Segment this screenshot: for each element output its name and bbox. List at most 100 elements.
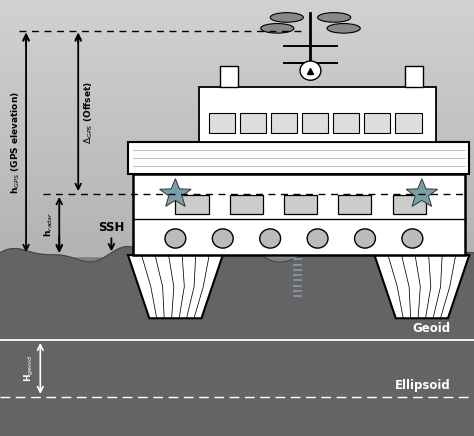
Bar: [0, 154, 474, 156]
Bar: [0, 433, 474, 435]
FancyBboxPatch shape: [220, 66, 238, 87]
Bar: [0, 266, 474, 267]
Bar: [0, 36, 474, 38]
Bar: [0, 237, 474, 238]
Bar: [0, 336, 474, 337]
Bar: [0, 427, 474, 429]
Bar: [0, 16, 474, 17]
Bar: [0, 145, 474, 147]
Bar: [0, 286, 474, 288]
Bar: [0, 73, 474, 74]
Bar: [0, 285, 474, 286]
Bar: [0, 321, 474, 323]
Bar: [0, 219, 474, 221]
Bar: [0, 234, 474, 235]
Ellipse shape: [318, 13, 351, 22]
Bar: [0, 343, 474, 344]
Bar: [0, 132, 474, 134]
Bar: [0, 19, 474, 20]
Bar: [0, 89, 474, 90]
Bar: [0, 376, 474, 378]
Bar: [0, 305, 474, 307]
Bar: [0, 262, 474, 263]
Circle shape: [307, 229, 328, 248]
Polygon shape: [160, 179, 191, 206]
Bar: [0, 387, 474, 388]
Bar: [0, 382, 474, 384]
Text: Geoid: Geoid: [412, 322, 450, 335]
Bar: [0, 347, 474, 349]
Bar: [0, 257, 474, 259]
Bar: [0, 32, 474, 34]
Bar: [0, 280, 474, 282]
Bar: [0, 14, 474, 16]
Bar: [0, 222, 474, 224]
Bar: [0, 221, 474, 222]
Bar: [0, 112, 474, 113]
Bar: [0, 184, 474, 186]
FancyBboxPatch shape: [199, 87, 436, 142]
Bar: [0, 156, 474, 157]
Bar: [0, 288, 474, 289]
Bar: [0, 179, 474, 180]
Bar: [0, 39, 474, 41]
Bar: [0, 302, 474, 304]
Bar: [0, 298, 474, 300]
Bar: [0, 313, 474, 314]
Bar: [0, 354, 474, 356]
Bar: [0, 272, 474, 273]
Bar: [0, 57, 474, 58]
Bar: [0, 311, 474, 313]
Bar: [0, 356, 474, 358]
Bar: [0, 310, 474, 311]
Bar: [0, 379, 474, 381]
Bar: [0, 202, 474, 204]
Bar: [0, 209, 474, 211]
FancyBboxPatch shape: [133, 174, 465, 255]
Bar: [0, 260, 474, 262]
Bar: [0, 58, 474, 60]
Bar: [0, 211, 474, 212]
Bar: [0, 276, 474, 278]
Bar: [0, 429, 474, 430]
Circle shape: [402, 229, 423, 248]
Circle shape: [212, 229, 233, 248]
Bar: [0, 199, 474, 201]
Bar: [0, 331, 474, 333]
Bar: [0, 164, 474, 166]
Ellipse shape: [261, 24, 294, 33]
Bar: [0, 227, 474, 228]
Bar: [0, 204, 474, 205]
Bar: [0, 4, 474, 6]
Bar: [0, 430, 474, 432]
Bar: [0, 218, 474, 219]
Bar: [0, 265, 474, 266]
Bar: [0, 366, 474, 368]
Bar: [0, 215, 474, 217]
Bar: [0, 96, 474, 97]
Bar: [0, 214, 474, 215]
Bar: [0, 435, 474, 436]
Bar: [0, 183, 474, 184]
Bar: [0, 68, 474, 70]
Bar: [0, 161, 474, 163]
Bar: [0, 191, 474, 192]
Bar: [0, 123, 474, 125]
Bar: [0, 391, 474, 392]
Text: h$_{radar}$: h$_{radar}$: [43, 211, 55, 238]
Bar: [0, 195, 474, 196]
Bar: [0, 61, 474, 62]
Bar: [0, 143, 474, 144]
Bar: [0, 344, 474, 346]
Bar: [0, 151, 474, 153]
Bar: [0, 404, 474, 405]
Bar: [0, 371, 474, 372]
Bar: [0, 411, 474, 413]
Bar: [0, 166, 474, 167]
Bar: [0, 273, 474, 275]
Bar: [0, 401, 474, 402]
Bar: [0, 147, 474, 148]
Bar: [0, 384, 474, 385]
Bar: [0, 362, 474, 363]
Polygon shape: [406, 179, 438, 206]
